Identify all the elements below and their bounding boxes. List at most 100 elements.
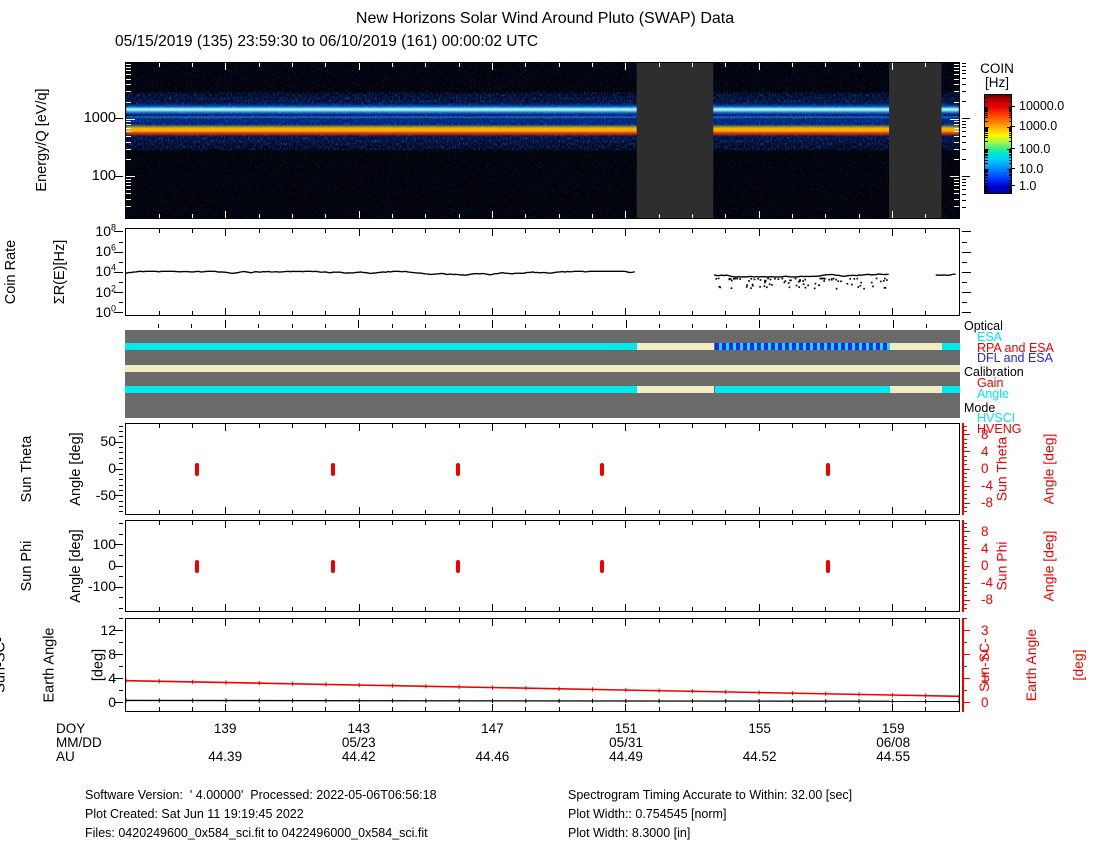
x-tick [192, 229, 194, 233]
x-tick [658, 311, 660, 315]
x-tick [292, 229, 294, 233]
x-tick [625, 229, 627, 236]
x-tick [658, 424, 660, 428]
axis-strip-left [114, 228, 123, 316]
y-tick [985, 163, 988, 165]
y-tick [962, 654, 967, 656]
time-axis-row-label-au: AU [56, 749, 75, 764]
y-tick [118, 425, 123, 427]
x-tick [925, 707, 927, 711]
y-tick [1008, 177, 1011, 179]
x-tick [791, 707, 793, 711]
x-tick [791, 424, 793, 428]
theta-ytick-label-right: 0 [981, 461, 989, 476]
x-tick [225, 704, 227, 711]
power-of-ten-base: 10 [95, 303, 111, 320]
power-of-ten-exponent: 6 [110, 242, 116, 253]
x-tick [758, 521, 760, 528]
y-tick [118, 447, 123, 449]
x-tick [758, 604, 760, 611]
coin-rate-dropout-dot [883, 277, 886, 280]
phi-ytick-label-right: 4 [981, 540, 989, 556]
x-tick [492, 211, 494, 218]
y-tick [985, 172, 988, 174]
coin-rate-dropout-dot [759, 279, 762, 281]
y-tick [118, 479, 123, 481]
x-tick [192, 63, 194, 67]
sun-sc-earth-ylabel-right: Sun-SC- Earth Angle [deg] [946, 629, 1100, 701]
x-tick [591, 607, 593, 611]
x-tick [625, 704, 627, 711]
x-tick [691, 424, 693, 428]
x-tick [558, 324, 560, 328]
x-tick [691, 707, 693, 711]
y-tick [1008, 159, 1011, 161]
spectrogram-panel [115, 62, 970, 219]
x-tick [558, 619, 560, 623]
power-of-ten-exponent: 0 [110, 303, 116, 314]
y-tick [1008, 189, 1011, 191]
x-tick [625, 619, 627, 626]
colorbar-title-line2: [Hz] [984, 75, 1010, 90]
coin-rate-dropout-dot [832, 277, 835, 280]
x-tick [692, 324, 694, 328]
y-tick [962, 176, 970, 178]
x-tick [158, 424, 160, 428]
x-tick [858, 229, 860, 233]
x-tick [458, 521, 460, 525]
attitude-mark [600, 462, 605, 476]
x-tick [392, 607, 394, 611]
y-tick [118, 241, 123, 243]
x-tick [758, 704, 760, 711]
x-tick [258, 510, 260, 514]
x-tick [625, 507, 627, 514]
footer-software-version: Software Version: ' 4.00000' Processed: … [85, 788, 437, 802]
coin-rate-dropout-dot [750, 277, 753, 280]
x-tick [258, 214, 260, 218]
axis-strip-right [962, 62, 970, 219]
x-tick [591, 63, 593, 67]
attitude-mark [194, 559, 199, 573]
x-tick [825, 214, 827, 218]
coin-rate-dropout-dot [837, 280, 840, 283]
y-tick [126, 84, 131, 86]
coin-rate-dropout-dot [734, 277, 736, 280]
x-tick [492, 521, 494, 528]
y-tick [962, 642, 967, 644]
x-tick [225, 507, 227, 514]
y-tick [1008, 153, 1011, 155]
y-tick [985, 173, 988, 175]
earth-ylabel-line3: [deg] [90, 648, 107, 682]
x-tick [858, 707, 860, 711]
y-tick [126, 135, 131, 137]
au-tick-value: 44.42 [341, 749, 376, 764]
x-tick [158, 214, 160, 218]
x-tick [358, 211, 360, 218]
plot-title: New Horizons Solar Wind Around Pluto (SW… [355, 10, 735, 27]
y-tick [118, 495, 123, 497]
x-tick [225, 211, 227, 218]
coin-rate-dropout-dot [851, 283, 853, 286]
power-of-ten-exponent: 2 [110, 283, 116, 294]
y-tick [962, 595, 967, 597]
x-tick [358, 308, 360, 315]
x-tick [492, 619, 494, 626]
x-tick [492, 308, 494, 315]
status-optical-segment [941, 343, 960, 351]
colorbar-tick-stub [1010, 125, 1015, 127]
colorbar-tick-label: 1.0 [1019, 178, 1037, 193]
coin-rate-dropout-dot [748, 280, 750, 282]
colorbar-tick-stub [1010, 168, 1015, 170]
axis-strip-top [125, 319, 960, 328]
x-tick [558, 521, 560, 525]
coin-rate-dropout-dot [764, 281, 766, 284]
y-tick [1008, 151, 1011, 153]
y-tick [985, 171, 988, 173]
status-legend-hvsci: HVSCI [977, 411, 1016, 426]
y-tick [1008, 190, 1011, 192]
x-tick [658, 521, 660, 525]
x-tick [358, 521, 360, 528]
x-tick [492, 604, 494, 611]
coin-rate-dropout-dot [814, 282, 817, 285]
y-tick [962, 552, 967, 554]
